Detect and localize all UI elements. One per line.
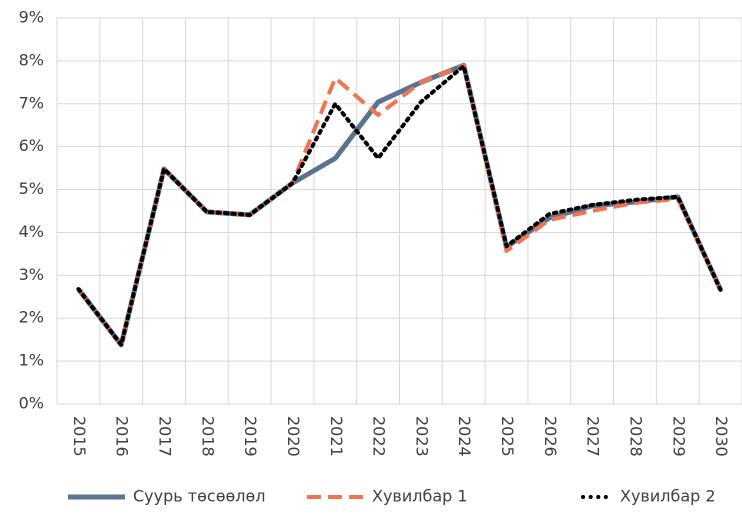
x-tick-label: 2016 — [113, 416, 132, 457]
legend-label: Хувилбар 1 — [372, 487, 468, 506]
y-tick-label: 3% — [19, 265, 44, 284]
x-tick-label: 2029 — [669, 416, 688, 457]
y-tick-label: 7% — [19, 93, 44, 112]
x-tick-label: 2019 — [241, 416, 260, 457]
y-tick-label: 5% — [19, 179, 44, 198]
y-tick-label: 4% — [19, 222, 44, 241]
y-tick-label: 1% — [19, 351, 44, 370]
y-tick-label: 2% — [19, 308, 44, 327]
x-tick-label: 2021 — [327, 416, 346, 457]
x-tick-label: 2015 — [70, 416, 89, 457]
x-tick-label: 2030 — [712, 416, 731, 457]
x-tick-label: 2027 — [584, 416, 603, 457]
y-tick-label: 8% — [19, 50, 44, 69]
x-tick-label: 2023 — [412, 416, 431, 457]
x-tick-label: 2026 — [541, 416, 560, 457]
legend-label: Суурь төсөөлөл — [133, 487, 266, 506]
x-tick-label: 2025 — [498, 416, 517, 457]
y-tick-label: 9% — [19, 8, 44, 27]
legend-label: Хувилбар 2 — [620, 487, 716, 506]
y-tick-label: 0% — [19, 394, 44, 413]
series-line — [76, 64, 723, 347]
x-tick-label: 2028 — [626, 416, 645, 457]
y-tick-label: 6% — [19, 136, 44, 155]
x-tick-label: 2017 — [156, 416, 175, 457]
x-tick-label: 2020 — [284, 416, 303, 457]
x-tick-label: 2022 — [370, 416, 389, 457]
x-tick-label: 2018 — [198, 416, 217, 457]
x-tick-label: 2024 — [455, 416, 474, 457]
